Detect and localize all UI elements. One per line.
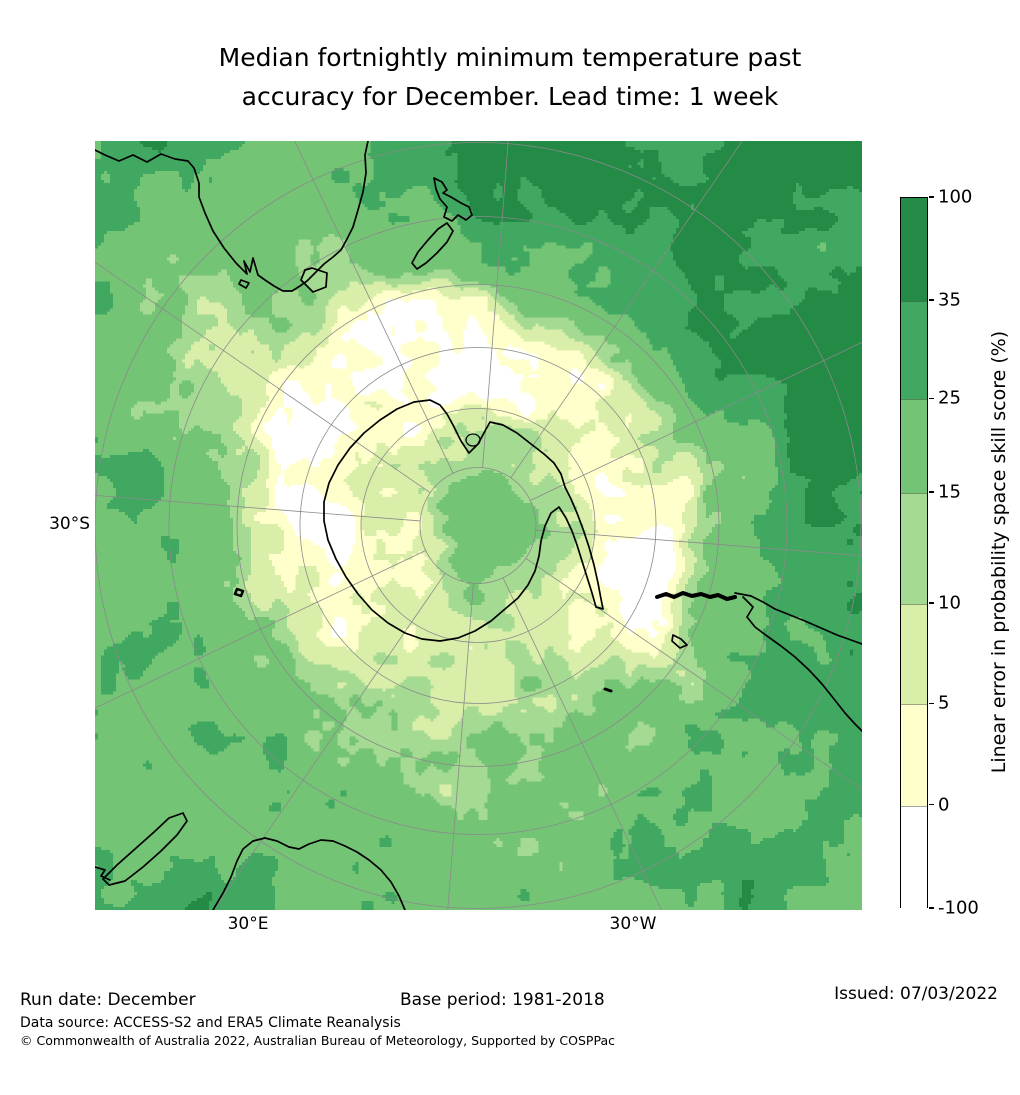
graticule-lines — [95, 141, 862, 910]
colorbar-tick-label: 10 — [938, 592, 961, 614]
colorbar-tick-label: 15 — [938, 481, 961, 503]
coastline-path — [671, 634, 688, 649]
coastline-path — [102, 812, 188, 886]
coastline-path — [238, 279, 250, 289]
coastline-path — [465, 433, 481, 447]
figure-title: Median fortnightly minimum temperature p… — [0, 38, 1020, 116]
coastline-path — [95, 141, 369, 292]
figure-title-line-2: accuracy for December. Lead time: 1 week — [241, 82, 779, 111]
colorbar-tick-label: 35 — [938, 289, 961, 311]
colorbar-segment — [901, 198, 927, 302]
coastline-path — [603, 687, 613, 693]
coastline-paths — [95, 141, 862, 910]
coastline-path — [655, 591, 737, 601]
colorbar-tick — [929, 907, 934, 909]
graticule-and-coastlines — [95, 141, 862, 910]
coastline-path — [734, 592, 862, 645]
colorbar-tick — [929, 602, 934, 604]
coastline-path — [212, 837, 406, 910]
colorbar-tick — [929, 804, 934, 806]
colorbar-segment — [901, 805, 927, 909]
colorbar-tick — [929, 702, 934, 704]
colorbar-segment — [901, 704, 927, 806]
colorbar-tick-label: 0 — [938, 794, 950, 816]
coastline-path — [95, 866, 111, 881]
lon-label-30E: 30°E — [227, 914, 269, 934]
figure-title-line-1: Median fortnightly minimum temperature p… — [218, 43, 802, 72]
colorbar-tick — [929, 299, 934, 301]
skill-field-canvas — [95, 141, 862, 910]
colorbar-segment — [901, 301, 927, 400]
colorbar-segment — [901, 493, 927, 604]
colorbar-axis-label: Linear error in probability space skill … — [988, 330, 1010, 774]
coastline-path — [233, 587, 245, 598]
colorbar-tick-label: 5 — [938, 692, 950, 714]
colorbar-segment — [901, 399, 927, 494]
coastline-path — [300, 267, 328, 293]
colorbar-tick-label: -100 — [938, 897, 979, 919]
base-period-text: Base period: 1981-2018 — [400, 990, 605, 1010]
coastline-path — [742, 596, 862, 732]
colorbar-segment — [901, 603, 927, 705]
colorbar-tick — [929, 491, 934, 493]
colorbar-tick-label: 100 — [938, 186, 973, 208]
colorbar-tick-label: 25 — [938, 387, 961, 409]
data-source-text: Data source: ACCESS-S2 and ERA5 Climate … — [20, 1015, 401, 1031]
run-date-text: Run date: December — [20, 990, 196, 1010]
coastline-path — [433, 177, 473, 222]
lat-label-30S: 30°S — [49, 514, 90, 534]
skill-score-map — [95, 141, 862, 910]
issued-date-text: Issued: 07/03/2022 — [834, 984, 998, 1004]
colorbar-tick — [929, 196, 934, 198]
coastline-path — [323, 399, 604, 642]
coastline-path — [411, 222, 454, 270]
lon-label-30W: 30°W — [609, 914, 657, 934]
colorbar — [900, 197, 928, 909]
copyright-text: © Commonwealth of Australia 2022, Austra… — [20, 1033, 615, 1048]
colorbar-tick — [929, 397, 934, 399]
